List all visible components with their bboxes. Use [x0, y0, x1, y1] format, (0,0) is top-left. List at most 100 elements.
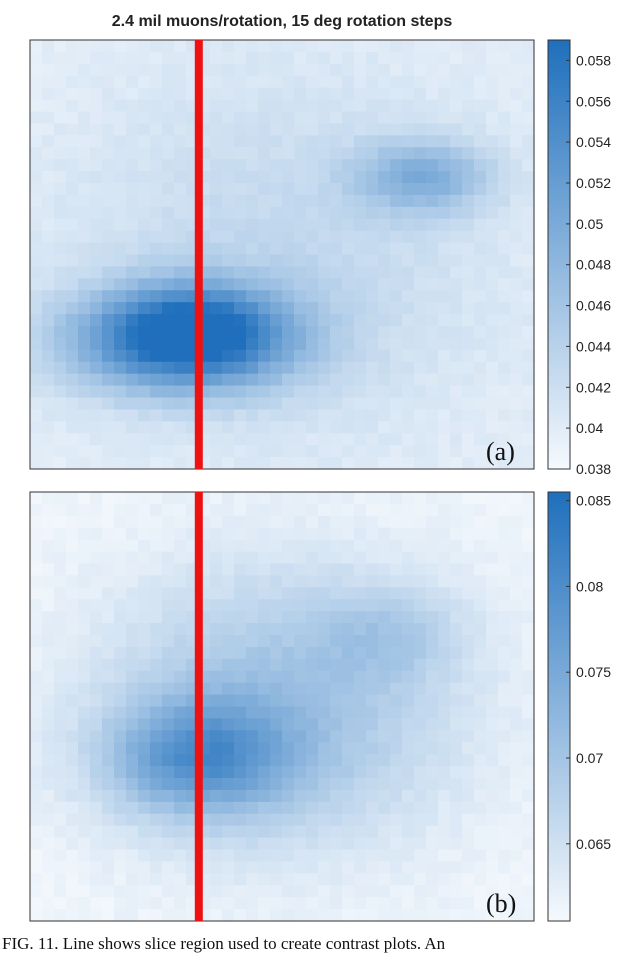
heatmap-cell — [54, 314, 67, 327]
heatmap-cell — [90, 778, 103, 791]
heatmap-cell — [318, 421, 331, 434]
heatmap-cell — [54, 706, 67, 720]
heatmap-cell — [474, 361, 487, 375]
heatmap-cell — [126, 885, 139, 898]
heatmap-cell — [270, 575, 283, 588]
heatmap-cell — [438, 337, 451, 351]
heatmap-cell — [330, 646, 343, 660]
heatmap-cell — [426, 885, 439, 898]
heatmap-cell — [162, 242, 175, 256]
heatmap-cell — [390, 539, 403, 553]
heatmap-cell — [486, 813, 499, 827]
heatmap-cell — [378, 789, 391, 803]
heatmap-cell — [306, 349, 319, 363]
heatmap-cell — [282, 314, 295, 327]
heatmap-cell — [306, 242, 319, 256]
heatmap-cell — [486, 754, 499, 767]
heatmap-cell — [54, 670, 67, 684]
heatmap-cell — [42, 63, 55, 77]
heatmap-cell — [510, 254, 523, 268]
heatmap-cell — [162, 445, 175, 458]
heatmap-cell — [66, 63, 79, 77]
heatmap-cell — [174, 194, 187, 208]
heatmap-cell — [330, 813, 343, 827]
heatmap-cell — [402, 290, 415, 303]
heatmap-cell — [90, 694, 103, 708]
heatmap-cell — [270, 123, 283, 136]
heatmap-cell — [366, 63, 379, 77]
heatmap-cell — [294, 873, 307, 886]
heatmap-cell — [78, 290, 91, 303]
heatmap-cell — [78, 682, 91, 696]
heatmap-cell — [222, 242, 235, 256]
heatmap-cell — [174, 337, 187, 351]
heatmap-cell — [378, 337, 391, 351]
heatmap-cell — [210, 51, 223, 65]
chart-title: 2.4 mil muons/rotation, 15 deg rotation … — [112, 13, 453, 30]
heatmap-cell — [306, 337, 319, 351]
heatmap-cell — [174, 159, 187, 172]
heatmap-cell — [438, 302, 451, 315]
heatmap-cell — [306, 147, 319, 160]
heatmap-cell — [462, 682, 475, 696]
heatmap-cell — [426, 730, 439, 743]
heatmap-cell — [462, 218, 475, 232]
heatmap-cell — [222, 789, 235, 803]
heatmap-cell — [438, 587, 451, 600]
heatmap-cell — [450, 385, 463, 399]
heatmap-cell — [354, 206, 367, 220]
heatmap-cell — [246, 135, 259, 148]
heatmap-cell — [78, 778, 91, 791]
heatmap-cell — [498, 718, 511, 731]
colorbar-tick-label: 0.08 — [576, 578, 603, 594]
heatmap-cell — [174, 147, 187, 160]
heatmap-cell — [282, 373, 295, 387]
heatmap-cell — [390, 909, 403, 922]
heatmap-cell — [474, 897, 487, 910]
heatmap-cell — [126, 789, 139, 803]
heatmap-cell — [510, 171, 523, 184]
heatmap-cell — [462, 445, 475, 458]
heatmap-cell — [522, 599, 535, 612]
heatmap-cell — [426, 63, 439, 77]
heatmap-cell — [318, 51, 331, 65]
heatmap-cell — [210, 766, 223, 779]
heatmap-cell — [318, 682, 331, 696]
heatmap-cell — [498, 266, 511, 279]
heatmap-cell — [162, 51, 175, 65]
heatmap-cell — [30, 539, 43, 553]
heatmap-cell — [342, 551, 355, 565]
heatmap-cell — [222, 135, 235, 148]
heatmap-cell — [210, 789, 223, 803]
heatmap-cell — [66, 337, 79, 351]
heatmap-cell — [150, 635, 163, 648]
heatmap-cell — [330, 837, 343, 851]
heatmap-cell — [414, 51, 427, 65]
heatmap-cell — [114, 766, 127, 779]
heatmap-cell — [42, 206, 55, 220]
heatmap-cell — [114, 563, 127, 577]
heatmap-cell — [78, 254, 91, 268]
heatmap-cell — [402, 385, 415, 399]
heatmap-cell — [258, 646, 271, 660]
heatmap-cell — [78, 183, 91, 196]
heatmap-cell — [306, 266, 319, 279]
heatmap-cell — [318, 171, 331, 184]
heatmap-cell — [42, 349, 55, 363]
heatmap-cell — [162, 706, 175, 720]
heatmap-cell — [102, 766, 115, 779]
heatmap-cell — [90, 159, 103, 172]
heatmap-cell — [42, 658, 55, 672]
heatmap-cell — [486, 789, 499, 803]
heatmap-cell — [498, 587, 511, 600]
heatmap-cell — [462, 349, 475, 363]
heatmap-cell — [282, 599, 295, 612]
heatmap-cell — [174, 445, 187, 458]
heatmap-cell — [378, 658, 391, 672]
heatmap-cell — [222, 349, 235, 363]
heatmap-cell — [390, 718, 403, 731]
heatmap-cell — [498, 646, 511, 660]
heatmap-cell — [318, 385, 331, 399]
heatmap-cell — [114, 742, 127, 755]
heatmap-cell — [294, 789, 307, 803]
